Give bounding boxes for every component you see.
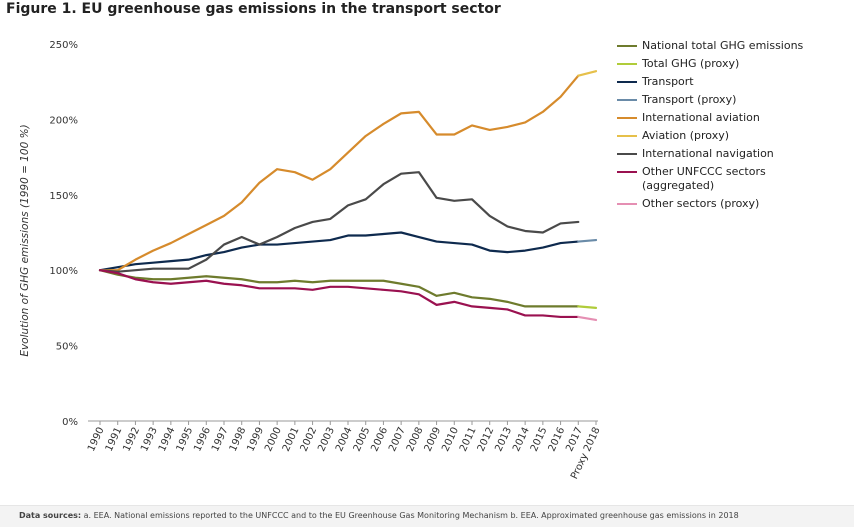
- legend-label: Other sectors (proxy): [642, 197, 760, 210]
- legend: National total GHG emissions Total GHG (p…: [617, 39, 849, 215]
- data-sources-text: a. EEA. National emissions reported to t…: [83, 511, 739, 520]
- legend-label: Transport (proxy): [642, 93, 737, 106]
- legend-label: National total GHG emissions: [642, 39, 804, 52]
- legend-swatch: [617, 117, 637, 119]
- y-tick-label: 200%: [49, 115, 78, 126]
- y-tick-label: 250%: [49, 40, 78, 51]
- y-tick-label: 50%: [56, 342, 78, 353]
- legend-swatch: [617, 99, 637, 101]
- legend-item: Total GHG (proxy): [617, 57, 849, 71]
- series-line-transport-proxy: [577, 238, 598, 243]
- legend-swatch: [617, 45, 637, 47]
- legend-item: International aviation: [617, 111, 849, 125]
- legend-label: International aviation: [642, 111, 760, 124]
- legend-swatch: [617, 135, 637, 137]
- legend-label: Total GHG (proxy): [642, 57, 740, 70]
- figure-title: Figure 1. EU greenhouse gas emissions in…: [6, 1, 501, 17]
- series-line-transport: [98, 231, 580, 272]
- series-line-total-ghg-proxy: [577, 305, 598, 309]
- legend-swatch: [617, 203, 637, 205]
- legend-item: Transport (proxy): [617, 93, 849, 107]
- y-tick-label: 100%: [49, 266, 78, 277]
- legend-label: Transport: [642, 75, 694, 88]
- legend-label: International navigation: [642, 147, 774, 160]
- legend-item: National total GHG emissions: [617, 39, 849, 53]
- legend-swatch: [617, 63, 637, 65]
- legend-item: Other sectors (proxy): [617, 197, 849, 211]
- legend-swatch: [617, 153, 637, 155]
- series-line-other-unfccc-sectors-aggregated: [98, 269, 580, 319]
- data-sources-footer: Data sources: a. EEA. National emissions…: [0, 505, 854, 527]
- legend-label: (aggregated): [642, 179, 715, 192]
- legend-label: Other UNFCCC sectors: [642, 165, 766, 178]
- legend-item: Transport: [617, 75, 849, 89]
- legend-item: Aviation (proxy): [617, 129, 849, 143]
- series-line-international-navigation: [98, 171, 580, 273]
- legend-swatch: [617, 81, 637, 83]
- series-line-aviation-proxy: [577, 70, 598, 77]
- line-chart: Evolution of GHG emissions (1990 = 100 %…: [19, 40, 603, 481]
- legend-label: Aviation (proxy): [642, 129, 730, 142]
- data-sources-label: Data sources:: [19, 511, 82, 520]
- legend-item: Other UNFCCC sectors (aggregated): [617, 165, 849, 193]
- legend-swatch: [617, 171, 637, 173]
- series-line-international-aviation: [98, 74, 580, 272]
- y-tick-label: 150%: [49, 191, 78, 202]
- y-tick-label: 0%: [62, 417, 78, 428]
- legend-item: International navigation: [617, 147, 849, 161]
- series-line-national-total-ghg-emissions: [98, 269, 580, 308]
- y-axis-label: Evolution of GHG emissions (1990 = 100 %…: [19, 124, 31, 356]
- series-line-other-sectors-proxy: [577, 315, 598, 322]
